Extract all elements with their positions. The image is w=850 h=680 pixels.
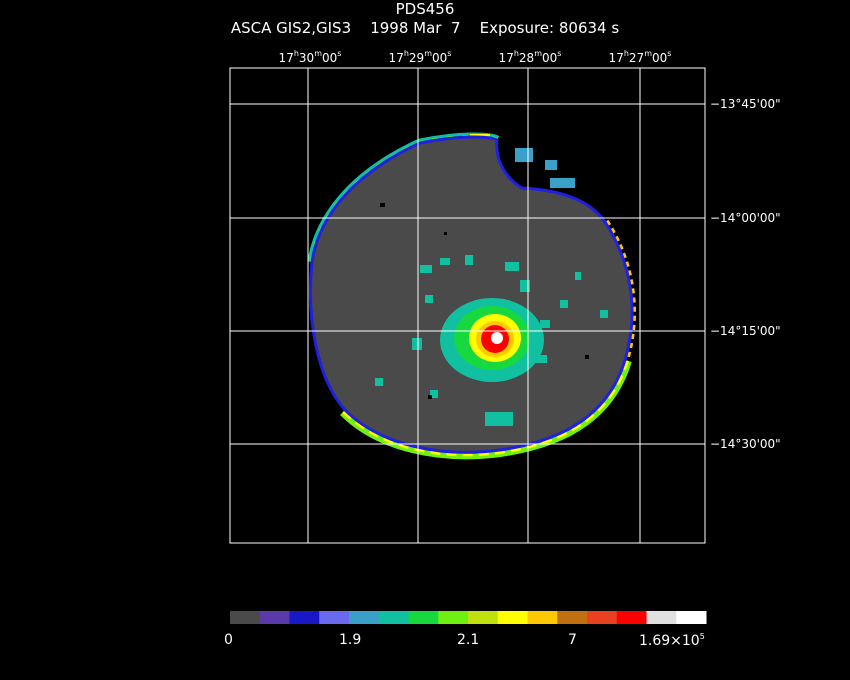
dec-label-2: −14°00'00" — [710, 211, 781, 225]
colorbar-swatch — [349, 611, 380, 624]
colorbar-swatch — [468, 611, 499, 624]
ra-label-2: 17h29m00s — [388, 49, 452, 65]
detector-field — [308, 135, 634, 454]
ra-label-4: 17h27m00s — [608, 49, 672, 65]
colorbar-swatch — [616, 611, 647, 624]
image-title: PDS456 — [395, 0, 455, 18]
source-core — [491, 332, 503, 344]
colorbar-swatch — [408, 611, 439, 624]
colorbar-swatch — [289, 611, 320, 624]
ra-label-1: 17h30m00s — [278, 49, 342, 65]
colorbar-label-3: 2.1 — [457, 632, 480, 648]
colorbar-label-2: 1.9 — [339, 632, 362, 648]
colorbar-swatch — [319, 611, 350, 624]
colorbar-swatch — [587, 611, 618, 624]
colorbar-swatch — [676, 611, 707, 624]
colorbar-label-4: 7 — [568, 632, 577, 648]
colorbar-swatch — [527, 611, 558, 624]
colorbar-label-max: 1.69×105 — [639, 632, 705, 649]
coordinate-grid — [229, 67, 706, 544]
colorbar-swatch — [646, 611, 677, 624]
colorbar-swatch — [497, 611, 528, 624]
dec-label-1: −13°45'00" — [710, 97, 781, 111]
colorbar-swatch — [259, 611, 290, 624]
colorbar-swatch — [438, 611, 469, 624]
colorbar-swatch — [230, 611, 261, 624]
dec-label-4: −14°30'00" — [710, 437, 781, 451]
dec-label-3: −14°15'00" — [710, 324, 781, 338]
colorbar-swatch — [557, 611, 588, 624]
colorbar — [230, 611, 707, 624]
ra-label-3: 17h28m00s — [498, 49, 562, 65]
image-subtitle: ASCA GIS2,GIS3 1998 Mar 7 Exposure: 8063… — [230, 19, 620, 37]
colorbar-swatch — [378, 611, 409, 624]
colorbar-label-min: 0 — [224, 632, 233, 648]
